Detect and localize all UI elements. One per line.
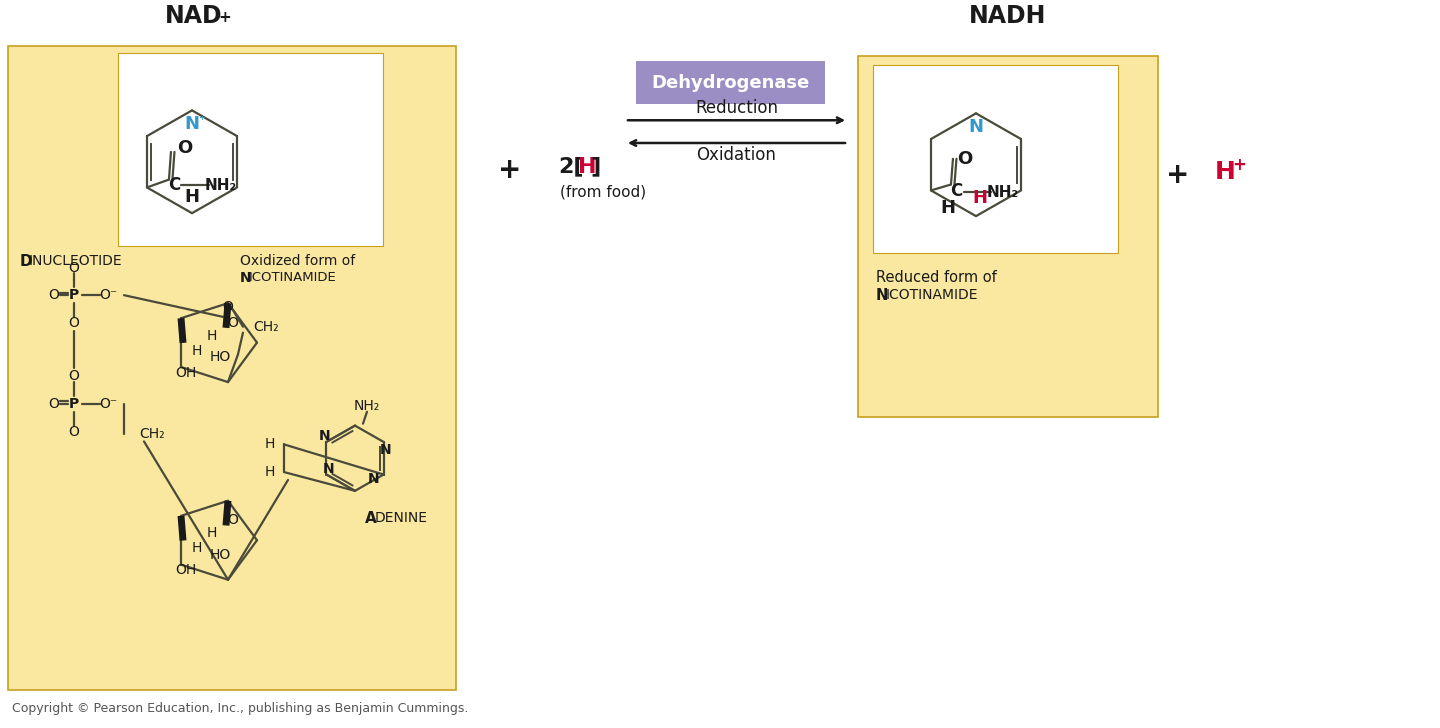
Text: DENINE: DENINE <box>374 510 428 525</box>
Text: +: + <box>217 10 230 25</box>
Text: O: O <box>228 513 239 528</box>
Text: H: H <box>972 189 988 207</box>
Text: H: H <box>1215 159 1236 183</box>
Text: H: H <box>192 344 202 358</box>
Text: N: N <box>323 462 334 475</box>
Text: P: P <box>69 397 79 411</box>
Text: NH₂: NH₂ <box>354 399 380 413</box>
Text: NH₂: NH₂ <box>986 185 1020 200</box>
Text: H: H <box>207 329 217 343</box>
Text: CH₂: CH₂ <box>140 427 164 440</box>
Text: H: H <box>265 465 275 479</box>
Text: C: C <box>168 176 180 194</box>
Text: NAD: NAD <box>166 4 223 28</box>
Text: O: O <box>69 316 79 330</box>
Text: HO: HO <box>209 350 230 365</box>
Text: O: O <box>69 369 79 383</box>
Text: P: P <box>69 288 79 302</box>
Text: O: O <box>49 288 59 302</box>
Text: OH: OH <box>176 563 197 577</box>
Text: O: O <box>49 397 59 411</box>
Text: H: H <box>265 438 275 451</box>
Text: H: H <box>192 542 202 555</box>
Text: CH₂: CH₂ <box>253 320 279 333</box>
Text: ICOTINAMIDE: ICOTINAMIDE <box>886 288 979 302</box>
Text: Dehydrogenase: Dehydrogenase <box>651 74 809 92</box>
Text: H: H <box>940 199 956 217</box>
Text: O: O <box>223 300 233 314</box>
Text: N: N <box>969 118 984 136</box>
FancyBboxPatch shape <box>873 65 1117 253</box>
Text: Oxidized form of: Oxidized form of <box>240 253 356 268</box>
Text: N: N <box>367 472 379 486</box>
Text: N: N <box>318 429 330 443</box>
Text: 2[: 2[ <box>559 157 583 177</box>
Text: D: D <box>20 253 33 269</box>
FancyBboxPatch shape <box>118 53 383 246</box>
Text: Copyright © Pearson Education, Inc., publishing as Benjamin Cummings.: Copyright © Pearson Education, Inc., pub… <box>12 702 468 715</box>
Text: ICOTINAMIDE: ICOTINAMIDE <box>249 272 337 285</box>
Text: Reduced form of: Reduced form of <box>876 271 996 285</box>
Text: O: O <box>958 150 972 168</box>
Text: OH: OH <box>176 365 197 379</box>
Text: C: C <box>950 183 962 200</box>
Text: O: O <box>228 316 239 330</box>
FancyBboxPatch shape <box>636 61 825 104</box>
Text: O⁻: O⁻ <box>99 397 117 411</box>
Text: O: O <box>69 261 79 274</box>
Text: H: H <box>207 526 217 540</box>
Text: Oxidation: Oxidation <box>697 146 776 164</box>
Text: (from food): (from food) <box>560 185 647 200</box>
Text: INUCLEOTIDE: INUCLEOTIDE <box>29 253 122 268</box>
Text: O⁻: O⁻ <box>99 288 117 302</box>
Text: N: N <box>876 288 888 304</box>
Text: +: + <box>1233 156 1246 174</box>
Text: ]: ] <box>590 157 600 177</box>
Text: Reduction: Reduction <box>696 99 778 117</box>
Text: NH₂: NH₂ <box>204 178 238 193</box>
Text: N: N <box>184 115 200 133</box>
Text: NADH: NADH <box>969 4 1047 28</box>
Text: H: H <box>577 157 596 177</box>
FancyBboxPatch shape <box>9 46 456 690</box>
Text: A: A <box>364 510 377 526</box>
Text: +: + <box>498 156 521 183</box>
FancyBboxPatch shape <box>858 56 1158 416</box>
Text: H: H <box>184 189 200 206</box>
Text: ⁺: ⁺ <box>197 114 204 127</box>
Text: N: N <box>240 272 252 285</box>
Text: N: N <box>380 443 392 457</box>
Text: +: + <box>1166 161 1189 189</box>
Text: O: O <box>177 139 193 157</box>
Text: HO: HO <box>209 548 230 562</box>
Text: O: O <box>69 424 79 438</box>
